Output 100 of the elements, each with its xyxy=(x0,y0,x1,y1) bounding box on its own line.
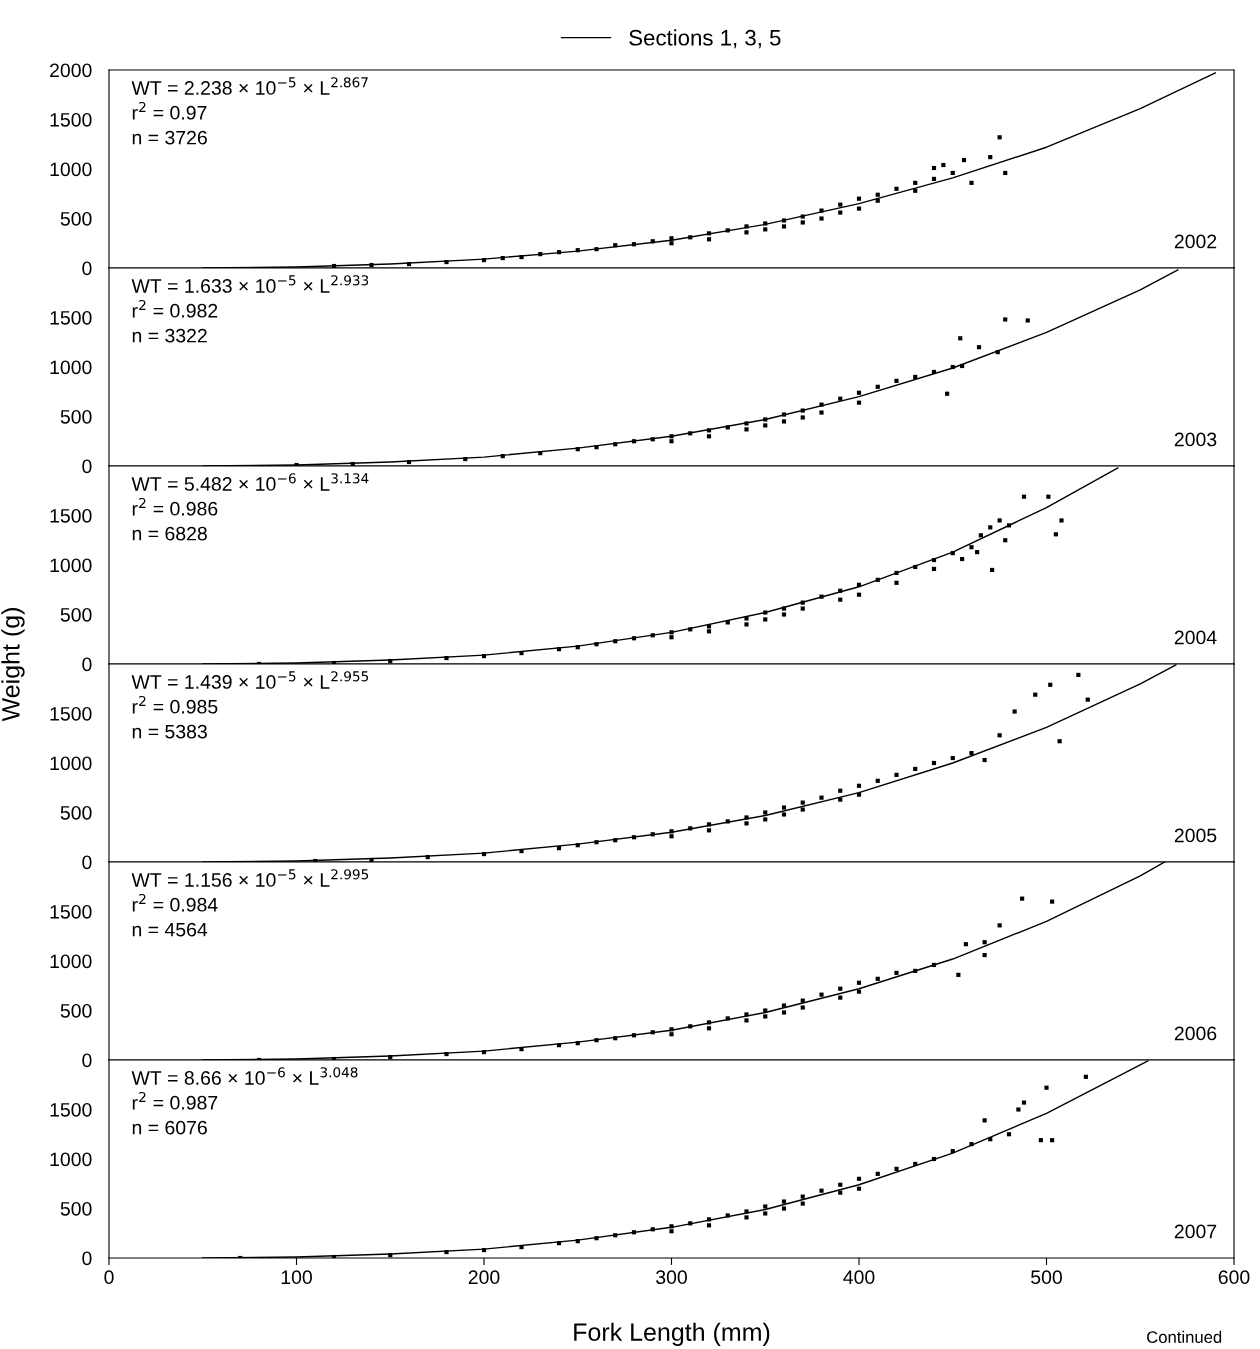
point xyxy=(1059,518,1064,523)
point xyxy=(800,1201,805,1206)
y-tick-label: 1500 xyxy=(50,1102,92,1117)
point xyxy=(913,766,918,772)
x-tick-label: 200 xyxy=(468,1270,500,1285)
point xyxy=(519,651,524,656)
point xyxy=(481,654,487,659)
point xyxy=(838,797,843,802)
point xyxy=(1050,899,1055,904)
point xyxy=(706,1223,712,1228)
point xyxy=(931,369,937,375)
point xyxy=(997,923,1002,928)
y-tick-label: 1000 xyxy=(50,360,92,375)
point xyxy=(978,533,983,538)
point xyxy=(594,642,599,647)
point xyxy=(1006,1132,1012,1137)
point xyxy=(894,772,899,777)
point xyxy=(800,220,805,225)
point xyxy=(800,214,805,219)
point xyxy=(894,970,899,975)
point xyxy=(725,819,730,824)
point xyxy=(575,843,580,848)
point xyxy=(913,374,918,379)
point xyxy=(781,1003,787,1008)
point xyxy=(669,1229,674,1234)
point xyxy=(941,162,946,168)
point xyxy=(650,633,655,638)
point xyxy=(875,1171,880,1176)
point xyxy=(894,1166,899,1171)
point xyxy=(1046,494,1051,499)
point xyxy=(650,832,655,837)
point xyxy=(1003,170,1008,176)
point xyxy=(894,580,899,585)
point xyxy=(838,210,843,215)
point xyxy=(594,247,599,252)
y-tick-label: 1500 xyxy=(50,706,92,721)
point xyxy=(800,1194,805,1199)
point xyxy=(669,1027,674,1032)
annotation: 2003 xyxy=(1174,432,1217,447)
point xyxy=(875,198,880,203)
point xyxy=(444,1249,449,1255)
y-tick-label: 1000 xyxy=(50,162,92,177)
point xyxy=(481,852,487,857)
point xyxy=(650,1227,655,1232)
point xyxy=(688,627,693,632)
y-tick-label: 0 xyxy=(82,657,92,672)
annotation: n = 3726 xyxy=(132,130,207,145)
y-tick-label: 0 xyxy=(82,261,92,276)
point xyxy=(669,829,674,834)
point xyxy=(856,1176,862,1181)
point xyxy=(856,980,862,985)
point xyxy=(706,1026,712,1031)
point xyxy=(706,629,712,634)
point xyxy=(706,828,712,833)
point xyxy=(800,807,805,812)
point xyxy=(706,1217,712,1222)
point xyxy=(388,1252,393,1258)
point xyxy=(1025,318,1030,323)
point xyxy=(781,805,787,810)
point xyxy=(763,617,768,622)
point xyxy=(960,556,965,562)
y-tick-label: 0 xyxy=(82,459,92,474)
y-tick-label: 1000 xyxy=(50,756,92,771)
point xyxy=(931,165,937,171)
point xyxy=(819,216,824,221)
point xyxy=(969,751,974,756)
point xyxy=(631,242,637,247)
point xyxy=(406,261,412,267)
point xyxy=(650,239,655,244)
point xyxy=(838,588,843,593)
point xyxy=(631,439,637,444)
point xyxy=(913,180,918,185)
annotation: n = 4564 xyxy=(132,922,208,937)
legend-label: Sections 1, 3, 5 xyxy=(629,29,781,49)
annotation: n = 6076 xyxy=(132,1120,207,1135)
annotation: WT = 1.156 × 10$^{−5}$ × L$^{2.995}$ xyxy=(131,869,369,887)
annotation: 2002 xyxy=(1174,234,1217,249)
point xyxy=(838,597,843,602)
point xyxy=(763,423,768,428)
point xyxy=(838,202,843,207)
point xyxy=(763,817,768,822)
point xyxy=(388,1054,393,1060)
point xyxy=(856,1186,862,1191)
point xyxy=(838,1190,843,1195)
point xyxy=(763,1204,768,1209)
point xyxy=(744,616,749,621)
point xyxy=(744,1012,749,1017)
point xyxy=(931,176,937,181)
point xyxy=(988,525,993,530)
point xyxy=(894,186,899,191)
point xyxy=(913,564,918,570)
point xyxy=(706,231,712,236)
point xyxy=(997,135,1002,140)
point xyxy=(1021,494,1027,499)
point xyxy=(500,454,505,459)
point xyxy=(894,378,899,383)
point xyxy=(744,1018,749,1023)
point xyxy=(913,1161,918,1167)
point xyxy=(800,606,805,611)
point xyxy=(975,550,980,555)
